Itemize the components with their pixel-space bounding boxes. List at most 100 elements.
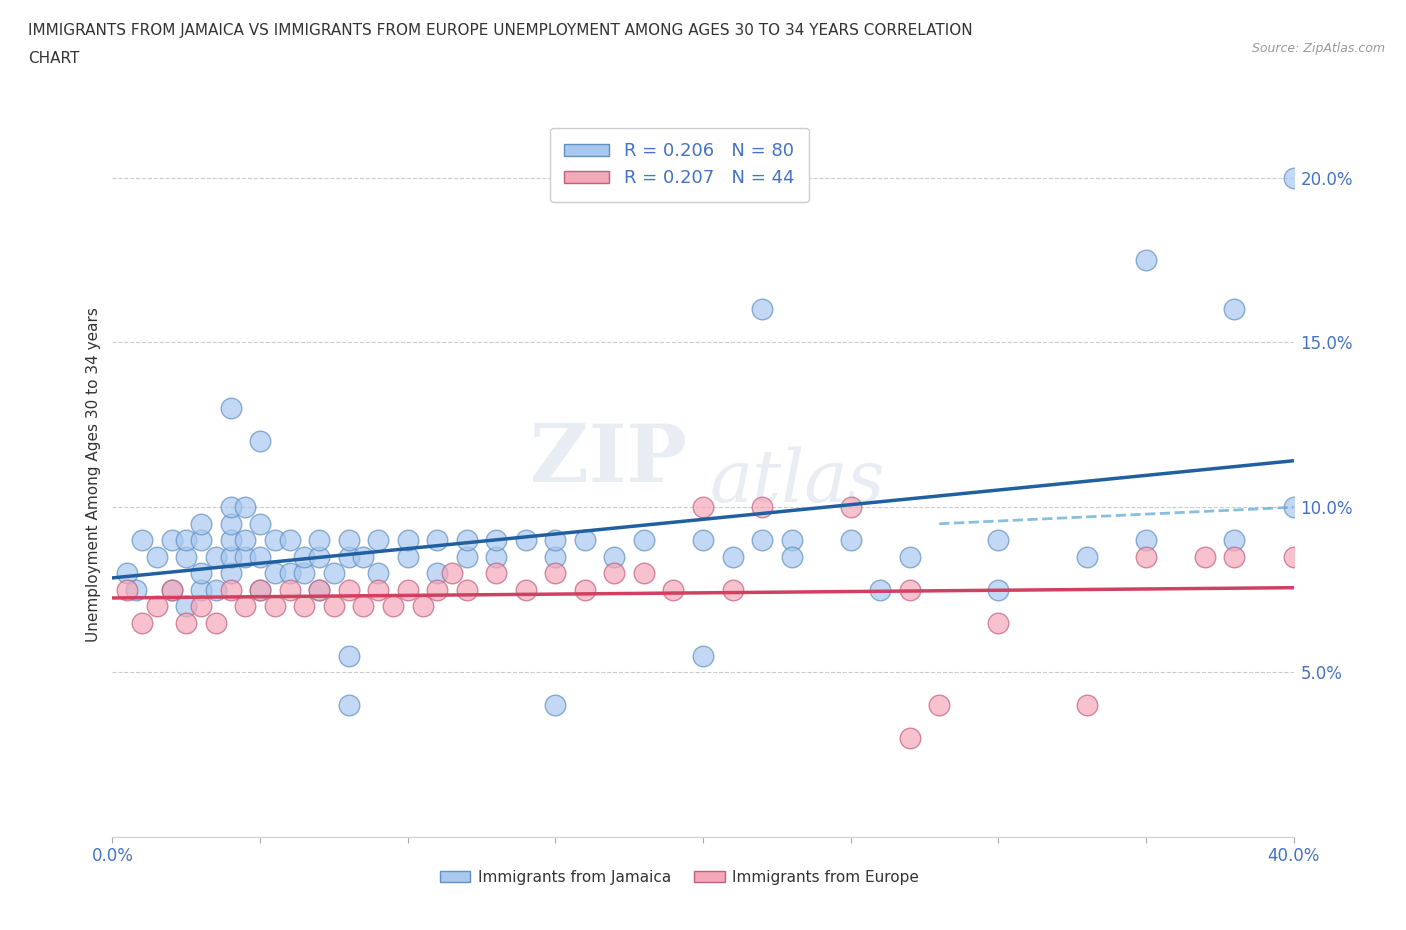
Point	[337, 550, 360, 565]
Point	[1135, 253, 1157, 268]
Point	[987, 616, 1010, 631]
Point	[292, 550, 315, 565]
Point	[721, 550, 744, 565]
Point	[721, 582, 744, 597]
Point	[292, 599, 315, 614]
Point	[190, 565, 212, 580]
Point	[233, 599, 256, 614]
Point	[456, 550, 478, 565]
Text: CHART: CHART	[28, 51, 80, 66]
Point	[249, 550, 271, 565]
Point	[485, 565, 508, 580]
Point	[1282, 550, 1305, 565]
Point	[396, 582, 419, 597]
Point	[233, 533, 256, 548]
Point	[308, 533, 330, 548]
Point	[692, 648, 714, 663]
Point	[426, 533, 449, 548]
Y-axis label: Unemployment Among Ages 30 to 34 years: Unemployment Among Ages 30 to 34 years	[86, 307, 101, 642]
Point	[233, 499, 256, 514]
Point	[544, 698, 567, 712]
Point	[174, 550, 197, 565]
Point	[426, 582, 449, 597]
Point	[367, 565, 389, 580]
Point	[205, 582, 228, 597]
Point	[987, 533, 1010, 548]
Point	[515, 582, 537, 597]
Point	[1135, 533, 1157, 548]
Point	[278, 582, 301, 597]
Point	[125, 582, 148, 597]
Point	[1194, 550, 1216, 565]
Point	[190, 516, 212, 531]
Point	[396, 550, 419, 565]
Point	[131, 533, 153, 548]
Text: atlas: atlas	[710, 446, 886, 517]
Point	[219, 565, 242, 580]
Point	[131, 616, 153, 631]
Point	[1076, 550, 1098, 565]
Point	[292, 565, 315, 580]
Point	[485, 533, 508, 548]
Point	[692, 499, 714, 514]
Point	[278, 533, 301, 548]
Point	[928, 698, 950, 712]
Point	[160, 582, 183, 597]
Point	[219, 582, 242, 597]
Text: ZIP: ZIP	[530, 420, 688, 498]
Point	[337, 648, 360, 663]
Point	[190, 599, 212, 614]
Point	[219, 499, 242, 514]
Point	[456, 582, 478, 597]
Point	[174, 533, 197, 548]
Point	[1282, 170, 1305, 185]
Point	[1135, 550, 1157, 565]
Point	[233, 550, 256, 565]
Point	[382, 599, 405, 614]
Point	[1223, 533, 1246, 548]
Point	[662, 582, 685, 597]
Point	[117, 565, 138, 580]
Point	[308, 582, 330, 597]
Point	[1223, 302, 1246, 317]
Point	[264, 565, 287, 580]
Point	[308, 550, 330, 565]
Point	[544, 550, 567, 565]
Point	[219, 401, 242, 416]
Point	[1282, 499, 1305, 514]
Point	[839, 533, 862, 548]
Point	[515, 533, 537, 548]
Point	[219, 550, 242, 565]
Point	[633, 565, 655, 580]
Point	[264, 599, 287, 614]
Point	[396, 533, 419, 548]
Point	[633, 533, 655, 548]
Point	[308, 582, 330, 597]
Point	[249, 434, 271, 449]
Point	[751, 533, 773, 548]
Point	[323, 599, 346, 614]
Point	[456, 533, 478, 548]
Point	[323, 565, 346, 580]
Point	[869, 582, 891, 597]
Point	[278, 565, 301, 580]
Point	[574, 533, 596, 548]
Point	[205, 616, 228, 631]
Point	[219, 533, 242, 548]
Point	[219, 516, 242, 531]
Point	[190, 533, 212, 548]
Point	[987, 582, 1010, 597]
Point	[426, 565, 449, 580]
Point	[898, 550, 921, 565]
Point	[898, 731, 921, 746]
Point	[160, 533, 183, 548]
Point	[337, 582, 360, 597]
Point	[603, 550, 626, 565]
Point	[544, 533, 567, 548]
Point	[367, 582, 389, 597]
Text: Source: ZipAtlas.com: Source: ZipAtlas.com	[1251, 42, 1385, 55]
Point	[174, 599, 197, 614]
Point	[352, 550, 374, 565]
Point	[441, 565, 464, 580]
Point	[205, 550, 228, 565]
